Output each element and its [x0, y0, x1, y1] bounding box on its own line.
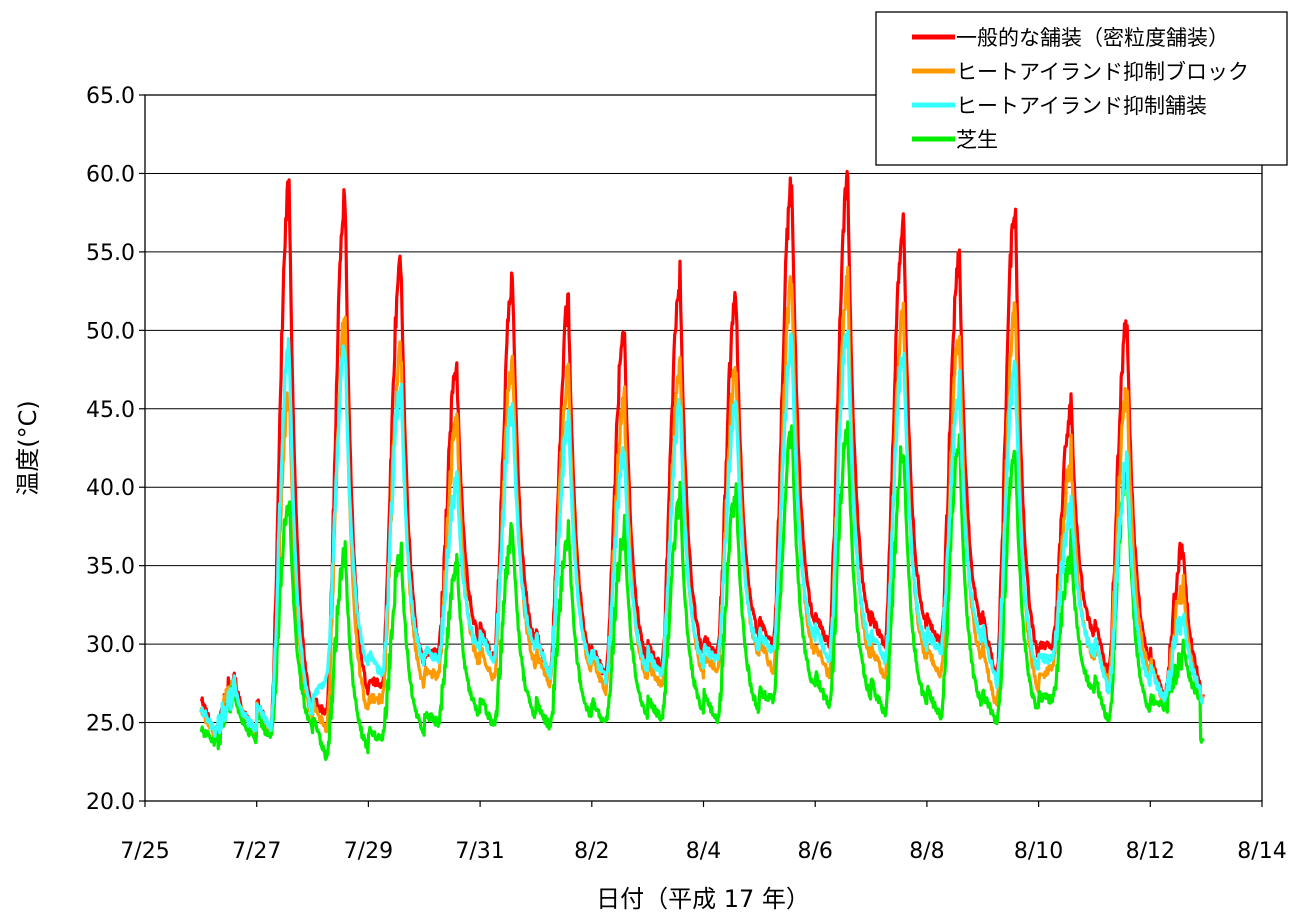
- legend-label: ヒートアイランド抑制ブロック: [956, 60, 1249, 84]
- series-line: [199, 420, 1205, 762]
- series-line: [199, 329, 1205, 738]
- x-tick-label: 7/27: [232, 839, 281, 864]
- legend-label: 芝生: [956, 128, 998, 152]
- y-tick-label: 40.0: [86, 476, 135, 501]
- y-tick-label: 60.0: [86, 162, 135, 187]
- y-tick-label: 45.0: [86, 398, 135, 423]
- y-tick-label: 50.0: [86, 319, 135, 344]
- y-tick-label: 65.0: [86, 84, 135, 109]
- x-tick-label: 8/8: [909, 839, 944, 864]
- x-tick-label: 8/6: [797, 839, 832, 864]
- x-tick-label: 8/10: [1014, 839, 1063, 864]
- y-axis-ticks: 20.0 25.0 30.0 35.0 40.0 45.0 50.0 55.0 60.0 65.0: [86, 84, 145, 815]
- x-tick-label: 7/31: [455, 839, 504, 864]
- legend-items: 一般的な舗装（密粒度舗装） ヒートアイランド抑制ブロックヒートアイランド抑制舗装芝…: [912, 26, 1249, 152]
- x-tick-label: 8/14: [1237, 839, 1286, 864]
- legend-label: ヒートアイランド抑制舗装: [956, 94, 1207, 118]
- x-tick-label: 8/4: [686, 839, 721, 864]
- y-tick-label: 55.0: [86, 241, 135, 266]
- legend: 一般的な舗装（密粒度舗装） ヒートアイランド抑制ブロックヒートアイランド抑制舗装芝…: [875, 11, 1288, 166]
- x-axis-ticks: 7/25 7/27 7/29 7/31 8/2 8/4 8/6 8/8 8/10 8/12 8/14: [120, 801, 1287, 864]
- x-tick-label: 8/2: [574, 839, 609, 864]
- x-tick-label: 7/25: [120, 839, 169, 864]
- x-axis-title: 日付（平成 17 年）: [596, 885, 810, 913]
- series-lines: [199, 169, 1205, 762]
- y-axis-title: 温度(°C): [14, 400, 42, 495]
- y-tick-label: 30.0: [86, 633, 135, 658]
- y-tick-label: 20.0: [86, 790, 135, 815]
- series-line: [199, 169, 1205, 739]
- y-tick-label: 25.0: [86, 712, 135, 737]
- y-tick-label: 35.0: [86, 555, 135, 580]
- x-tick-label: 8/12: [1126, 839, 1175, 864]
- legend-label: 一般的な舗装（密粒度舗装）: [956, 26, 1229, 50]
- x-tick-label: 7/29: [344, 839, 393, 864]
